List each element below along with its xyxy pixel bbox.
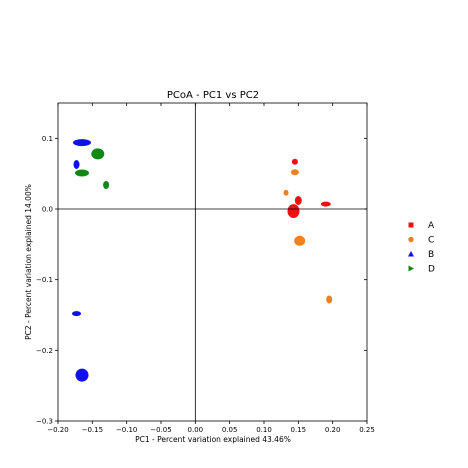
plot-markers — [72, 139, 333, 382]
point-B-3 — [72, 311, 81, 317]
y-axis-label: PC2 - Percent variation explained 14.00% — [24, 184, 33, 340]
point-D-3 — [103, 181, 110, 189]
point-B-1 — [73, 139, 91, 147]
legend-label-B: B — [428, 250, 434, 260]
legend-marker-C — [408, 236, 414, 243]
y-tick-label: −0.3 — [36, 418, 53, 426]
point-B-4 — [75, 368, 89, 382]
point-A-1 — [287, 204, 300, 219]
legend-marker-A — [408, 222, 414, 228]
legend-marker-D — [408, 265, 414, 272]
x-tick-label: 0.15 — [291, 426, 307, 434]
x-axis-label: PC1 - Percent variation explained 43.46% — [135, 435, 291, 444]
point-D-1 — [91, 148, 105, 160]
point-A-3 — [291, 158, 298, 165]
x-tick-label: 0.05 — [222, 426, 238, 434]
point-C-1 — [294, 235, 306, 246]
y-tick-label: 0.1 — [42, 135, 53, 143]
x-tick-label: −0.15 — [82, 426, 103, 434]
point-C-4 — [326, 295, 333, 304]
point-C-2 — [290, 169, 299, 176]
y-tick-label: −0.2 — [36, 347, 53, 355]
y-tick-label: −0.1 — [36, 276, 53, 284]
point-D-2 — [75, 169, 89, 177]
axes: −0.20 −0.15 −0.10 −0.05 0.00 0.05 0.10 0.15 0.20… — [36, 102, 375, 434]
point-B-2 — [73, 160, 80, 169]
legend-marker-B — [408, 251, 414, 257]
x-tick-label: 0.00 — [188, 426, 204, 434]
point-A-2 — [294, 196, 302, 205]
legend-label-C: C — [428, 236, 434, 246]
point-A-4 — [320, 201, 331, 207]
chart-title: PCoA - PC1 vs PC2 — [167, 90, 259, 101]
legend-label-A: A — [428, 221, 435, 231]
point-C-3 — [283, 189, 289, 196]
plot-frame — [57, 102, 368, 422]
x-tick-label: 0.20 — [325, 426, 341, 434]
x-tick-label: −0.20 — [47, 426, 68, 434]
y-tick-label: 0.0 — [42, 206, 53, 214]
x-tick-label: 0.25 — [359, 426, 375, 434]
x-tick-label: −0.05 — [150, 426, 171, 434]
x-tick-label: 0.10 — [256, 426, 272, 434]
x-tick-label: −0.10 — [116, 426, 137, 434]
legend-label-D: D — [428, 265, 435, 275]
